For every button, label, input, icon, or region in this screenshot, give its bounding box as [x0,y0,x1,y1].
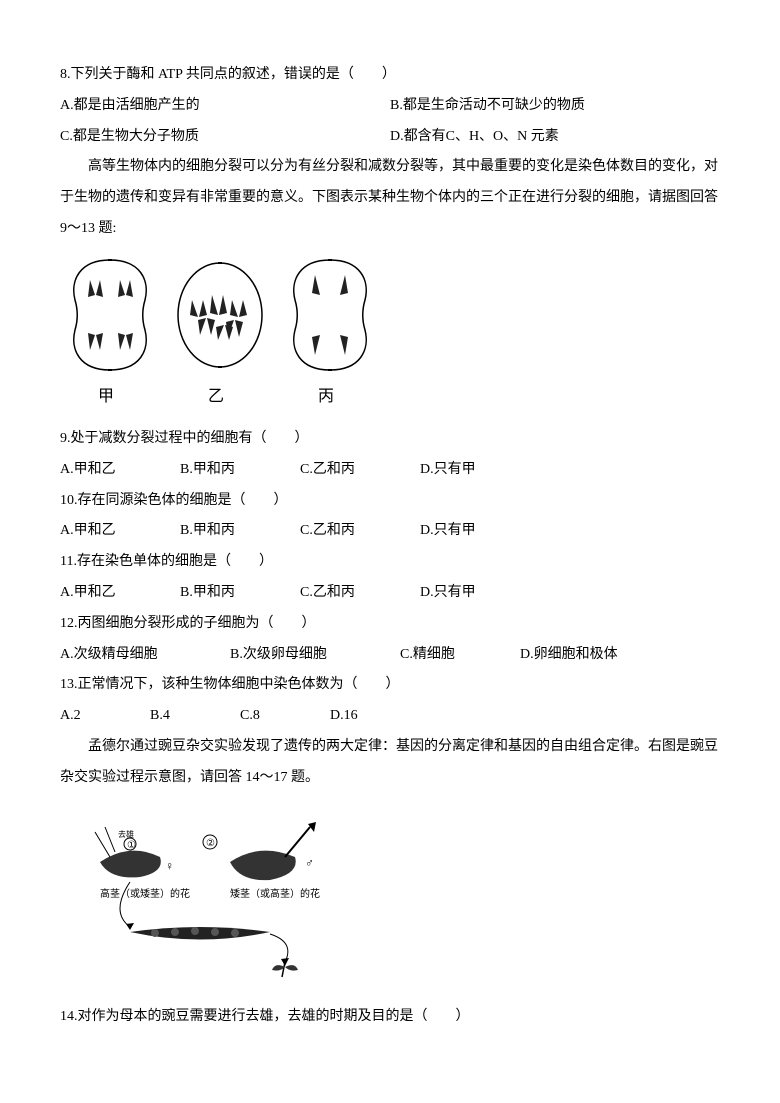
q12-C: C.精细胞 [400,640,520,671]
cell-labels: 甲 乙 丙 [60,379,720,414]
q10-C: C.乙和丙 [300,516,420,547]
q11-A: A.甲和乙 [60,578,180,609]
q9-B: B.甲和丙 [180,455,300,486]
q13-options: A.2 B.4 C.8 D.16 [60,701,720,732]
cell-label-bing: 丙 [280,379,380,414]
q13-D: D.16 [330,701,420,732]
q12-D: D.卵细胞和极体 [520,640,618,671]
q10-options: A.甲和乙 B.甲和丙 C.乙和丙 D.只有甲 [60,516,720,547]
q9-options: A.甲和乙 B.甲和丙 C.乙和丙 D.只有甲 [60,455,720,486]
q8-D: D.都含有C、H、O、N 元素 [390,122,720,153]
q9-D: D.只有甲 [420,455,540,486]
q10-A: A.甲和乙 [60,516,180,547]
pea-male: ♂ [305,856,314,870]
pea-step1: ① [127,840,136,851]
pea-figure: ① 去雄 ♀ 高茎（或矮茎）的花 ② ♂ 矮茎（或高茎）的花 [60,802,720,995]
cell-bing [280,255,380,375]
pea-step2: ② [206,838,215,849]
q10-D: D.只有甲 [420,516,540,547]
pea-label-left: 高茎（或矮茎）的花 [100,887,190,900]
q8-B: B.都是生命活动不可缺少的物质 [390,91,720,122]
cell-label-jia: 甲 [60,379,160,414]
q12-A: A.次级精母细胞 [60,640,230,671]
cell-jia [60,255,160,375]
q8-stem: 8.下列关于酶和 ATP 共同点的叙述，错误的是（ ） [60,60,720,91]
cell-yi [170,255,270,375]
q14-stem: 14.对作为母本的豌豆需要进行去雄，去雄的时期及目的是（ ） [60,1002,720,1033]
q9-stem: 9.处于减数分裂过程中的细胞有（ ） [60,424,720,455]
q8-C: C.都是生物大分子物质 [60,122,390,153]
q9-A: A.甲和乙 [60,455,180,486]
q11-options: A.甲和乙 B.甲和丙 C.乙和丙 D.只有甲 [60,578,720,609]
q12-options: A.次级精母细胞 B.次级卵母细胞 C.精细胞 D.卵细胞和极体 [60,640,720,671]
q8-A: A.都是由活细胞产生的 [60,91,390,122]
pea-female: ♀ [165,859,174,873]
q12-stem: 12.丙图细胞分裂形成的子细胞为（ ） [60,609,720,640]
q11-C: C.乙和丙 [300,578,420,609]
q11-B: B.甲和丙 [180,578,300,609]
q13-B: B.4 [150,701,240,732]
q13-C: C.8 [240,701,330,732]
q8-options: A.都是由活细胞产生的 B.都是生命活动不可缺少的物质 C.都是生物大分子物质 … [60,91,720,153]
pea-label-right: 矮茎（或高茎）的花 [230,887,320,900]
pea-step1-sub: 去雄 [118,829,134,839]
passage2-text: 孟德尔通过豌豆杂交实验发现了遗传的两大定律：基因的分离定律和基因的自由组合定律。… [60,732,720,794]
q10-B: B.甲和丙 [180,516,300,547]
q10-stem: 10.存在同源染色体的细胞是（ ） [60,486,720,517]
q9-C: C.乙和丙 [300,455,420,486]
q11-D: D.只有甲 [420,578,540,609]
cell-label-yi: 乙 [170,379,270,414]
passage1-text: 高等生物体内的细胞分裂可以分为有丝分裂和减数分裂等，其中最重要的变化是染色体数目… [60,152,720,244]
q13-A: A.2 [60,701,150,732]
q11-stem: 11.存在染色单体的细胞是（ ） [60,547,720,578]
cell-figure [60,255,720,375]
q13-stem: 13.正常情况下，该种生物体细胞中染色体数为（ ） [60,670,720,701]
q12-B: B.次级卵母细胞 [230,640,400,671]
